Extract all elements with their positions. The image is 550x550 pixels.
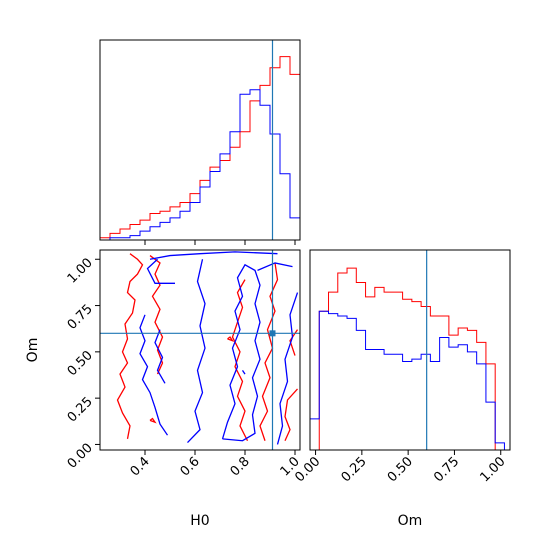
h0-om-red-contour (149, 255, 164, 375)
h0-om-blue-contour (241, 370, 246, 375)
h0-om-red-contour (227, 336, 235, 343)
h0-om-red-contour (116, 253, 144, 440)
h0-om-blue-contour (276, 292, 299, 445)
h0-om-contours (116, 251, 299, 445)
h0-om-blue-contour (187, 259, 206, 444)
h0-om-blue-contour (139, 314, 169, 436)
h0-om-contour-plot-area (100, 250, 300, 450)
h0-om-truth-marker (269, 330, 276, 337)
h0-om-contour-frame (99, 249, 301, 451)
h0-om-blue-contour (146, 258, 175, 284)
h0-om-red-contour (259, 262, 279, 441)
h0-histogram-blue-series (100, 89, 301, 241)
h0-om-red-contour (284, 388, 298, 442)
h0-om-blue-contour (257, 262, 293, 271)
om-histogram-blue-series (309, 310, 505, 450)
om-histogram-plot-area (309, 250, 505, 451)
h0-histogram-frame (99, 39, 301, 241)
y-axis-label-om: Om (25, 338, 41, 363)
om-histogram-red-series (310, 267, 505, 451)
h0-om-red-contour (231, 279, 249, 442)
h0-om-blue-contour (221, 263, 261, 442)
x-axis-label-om: Om (398, 513, 423, 529)
om-histogram-frame (309, 249, 511, 451)
x-axis-label-h0: H0 (190, 513, 209, 529)
h0-histogram-plot-area (99, 40, 301, 241)
h0-histogram-panel (99, 39, 301, 245)
h0-om-blue-contour (149, 251, 278, 260)
h0-om-red-contour (149, 417, 157, 424)
h0-om-blue-contour (154, 329, 166, 384)
h0-histogram-ticks (144, 240, 296, 245)
